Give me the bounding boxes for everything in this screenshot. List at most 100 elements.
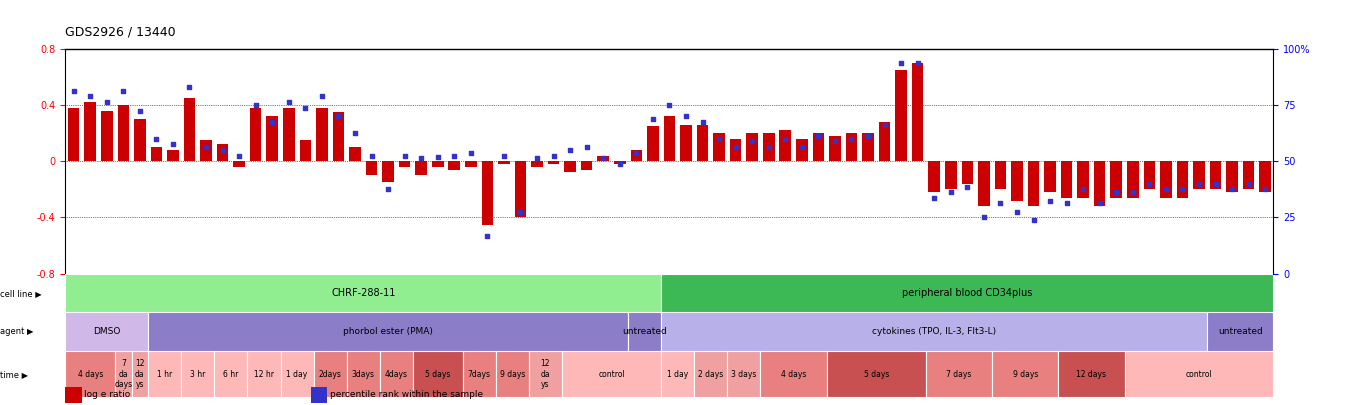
Point bbox=[1039, 197, 1061, 204]
Point bbox=[1188, 181, 1209, 187]
Point bbox=[1007, 209, 1028, 215]
Bar bbox=[1045, 161, 1056, 192]
Point bbox=[1222, 186, 1244, 192]
Bar bbox=[661, 313, 1207, 351]
Bar bbox=[730, 139, 741, 161]
Bar bbox=[283, 108, 294, 161]
Bar bbox=[1061, 161, 1072, 198]
Text: control: control bbox=[1186, 369, 1212, 379]
Bar bbox=[929, 161, 940, 192]
Text: CHRF-288-11: CHRF-288-11 bbox=[331, 288, 395, 298]
Bar bbox=[482, 161, 493, 224]
Bar bbox=[746, 133, 759, 161]
Point bbox=[327, 113, 349, 119]
Point bbox=[659, 102, 681, 108]
Bar bbox=[1160, 161, 1171, 198]
Bar bbox=[233, 161, 245, 167]
Bar bbox=[117, 105, 129, 161]
Bar bbox=[65, 274, 661, 313]
Point bbox=[146, 135, 168, 142]
Text: 7days: 7days bbox=[467, 369, 490, 379]
Text: 12 hr: 12 hr bbox=[253, 369, 274, 379]
Point bbox=[775, 135, 797, 142]
Bar bbox=[65, 313, 148, 351]
Bar bbox=[184, 98, 195, 161]
Bar bbox=[714, 133, 725, 161]
Bar bbox=[631, 150, 642, 161]
Point bbox=[162, 141, 184, 147]
Bar bbox=[281, 351, 313, 397]
Bar bbox=[498, 161, 509, 164]
Bar bbox=[415, 161, 426, 175]
Text: 1 hr: 1 hr bbox=[157, 369, 173, 379]
Bar bbox=[1094, 161, 1106, 206]
Bar bbox=[249, 108, 262, 161]
Bar bbox=[347, 351, 380, 397]
Text: agent ▶: agent ▶ bbox=[0, 327, 34, 336]
Bar bbox=[1207, 313, 1273, 351]
Text: 5 days: 5 days bbox=[864, 369, 889, 379]
Point bbox=[1204, 181, 1226, 187]
Point bbox=[923, 194, 945, 201]
Bar bbox=[448, 161, 460, 170]
Point bbox=[262, 119, 283, 125]
Bar bbox=[313, 351, 347, 397]
Text: 7
da
days: 7 da days bbox=[114, 359, 132, 389]
Bar bbox=[926, 351, 992, 397]
Bar bbox=[316, 108, 328, 161]
Point bbox=[990, 200, 1012, 207]
Bar bbox=[1193, 161, 1205, 189]
Text: 2 days: 2 days bbox=[699, 369, 723, 379]
Bar bbox=[84, 102, 95, 161]
Bar bbox=[1125, 351, 1273, 397]
Bar bbox=[1144, 161, 1155, 189]
Text: untreated: untreated bbox=[1218, 327, 1263, 336]
Bar bbox=[496, 351, 528, 397]
Text: 12 days: 12 days bbox=[1076, 369, 1106, 379]
Point bbox=[840, 135, 862, 142]
Bar bbox=[663, 116, 676, 161]
Text: 1 day: 1 day bbox=[286, 369, 308, 379]
Point bbox=[1106, 189, 1128, 195]
Bar bbox=[795, 139, 808, 161]
Bar bbox=[148, 313, 628, 351]
Bar bbox=[151, 147, 162, 161]
Text: percentile rank within the sample: percentile rank within the sample bbox=[330, 390, 482, 399]
Text: cell line ▶: cell line ▶ bbox=[0, 289, 42, 298]
Text: 12
da
ys: 12 da ys bbox=[135, 359, 144, 389]
Bar bbox=[399, 161, 410, 167]
Point bbox=[625, 149, 647, 156]
Bar bbox=[366, 161, 377, 175]
Point bbox=[229, 152, 251, 159]
Point bbox=[509, 209, 531, 215]
Bar bbox=[181, 351, 214, 397]
Point bbox=[245, 102, 267, 108]
Bar bbox=[248, 351, 281, 397]
Point bbox=[195, 144, 217, 150]
Text: control: control bbox=[598, 369, 625, 379]
Point bbox=[377, 186, 399, 192]
Point bbox=[757, 144, 779, 150]
Bar bbox=[300, 140, 311, 161]
Bar bbox=[978, 161, 990, 206]
Point bbox=[1023, 217, 1045, 224]
Text: log e ratio: log e ratio bbox=[84, 390, 131, 399]
Bar bbox=[913, 63, 923, 161]
Point bbox=[1171, 186, 1193, 192]
Point bbox=[1122, 189, 1144, 195]
Bar bbox=[515, 161, 526, 217]
Point bbox=[278, 99, 300, 105]
Text: 7 days: 7 days bbox=[947, 369, 971, 379]
Bar bbox=[1011, 161, 1023, 200]
Bar bbox=[148, 351, 181, 397]
Bar bbox=[661, 351, 695, 397]
Point bbox=[294, 104, 316, 111]
Text: 9 days: 9 days bbox=[500, 369, 524, 379]
Point bbox=[361, 152, 383, 159]
Bar bbox=[647, 126, 659, 161]
Bar bbox=[695, 351, 727, 397]
Bar bbox=[846, 133, 857, 161]
Bar bbox=[563, 351, 661, 397]
Bar bbox=[463, 351, 496, 397]
Bar bbox=[383, 161, 394, 182]
